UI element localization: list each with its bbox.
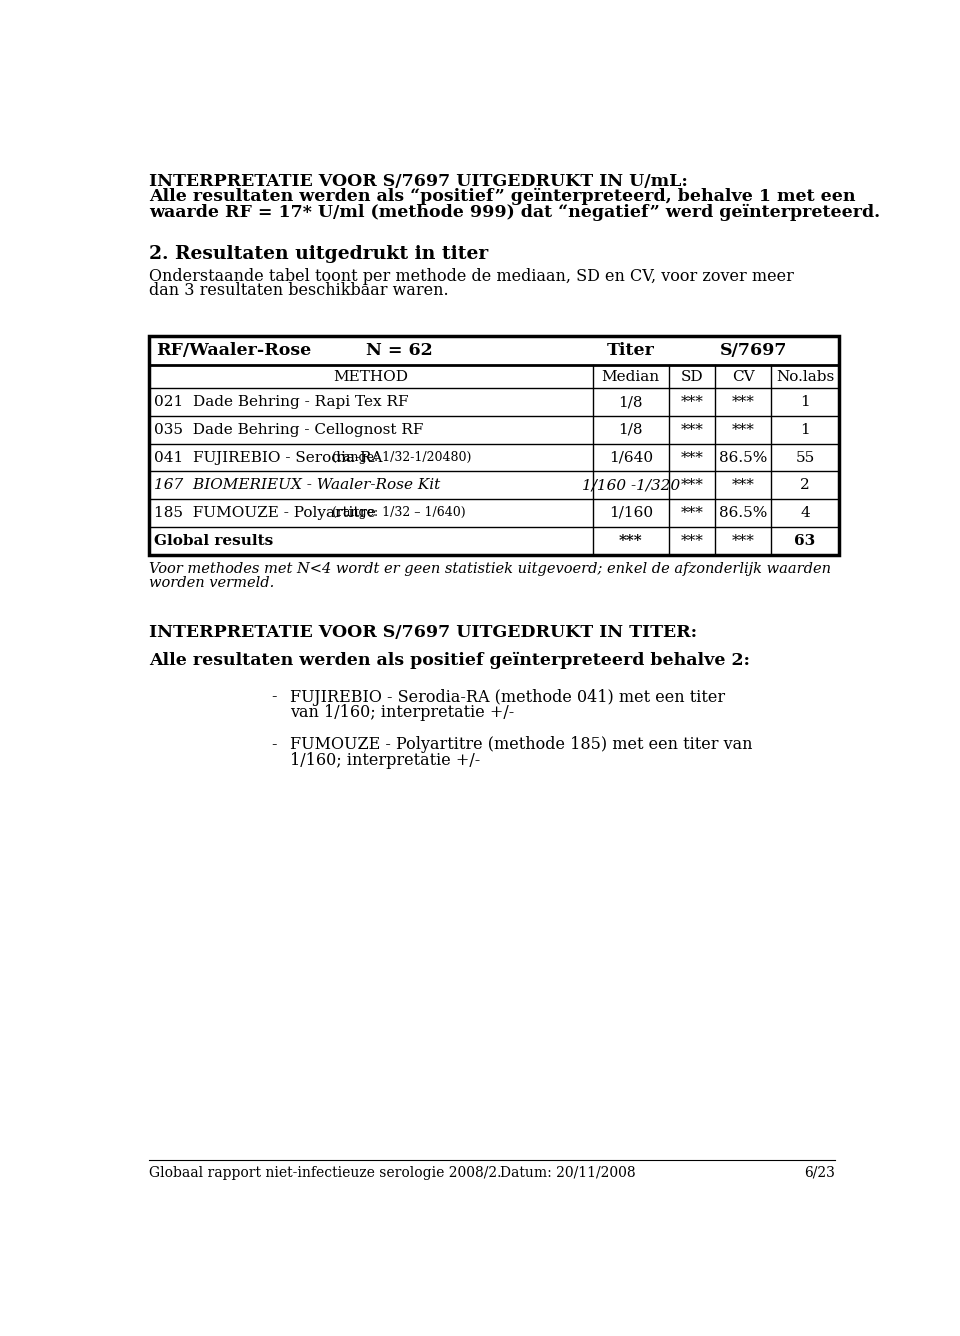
Text: (range: 1/32-1/20480): (range: 1/32-1/20480) [332, 452, 471, 464]
Text: van 1/160; interpretatie +/-: van 1/160; interpretatie +/- [291, 704, 515, 721]
Text: ***: *** [681, 422, 704, 437]
Text: 6/23: 6/23 [804, 1166, 834, 1180]
Text: 1/160 -1/320: 1/160 -1/320 [582, 478, 680, 492]
Text: No.labs: No.labs [776, 370, 834, 383]
Text: 021  Dade Behring - Rapi Tex RF: 021 Dade Behring - Rapi Tex RF [155, 395, 409, 409]
Text: 1/160: 1/160 [609, 506, 653, 520]
Text: 185  FUMOUZE - Polyartitre: 185 FUMOUZE - Polyartitre [155, 506, 376, 520]
Text: ***: *** [732, 422, 755, 437]
Text: Voor methodes met N<4 wordt er geen statistiek uitgevoerd; enkel de afzonderlijk: Voor methodes met N<4 wordt er geen stat… [150, 562, 831, 576]
Text: Global results: Global results [155, 533, 274, 548]
Text: ***: *** [732, 478, 755, 492]
Text: FUJIREBIO - Serodia-RA (methode 041) met een titer: FUJIREBIO - Serodia-RA (methode 041) met… [291, 688, 726, 705]
Text: Globaal rapport niet-infectieuze serologie 2008/2.: Globaal rapport niet-infectieuze serolog… [150, 1166, 502, 1180]
Text: FUMOUZE - Polyartitre (methode 185) met een titer van: FUMOUZE - Polyartitre (methode 185) met … [291, 736, 753, 754]
Text: 1: 1 [801, 395, 810, 409]
Text: 1/8: 1/8 [618, 395, 643, 409]
Text: Median: Median [602, 370, 660, 383]
Text: S/7697: S/7697 [720, 342, 788, 359]
Text: ***: *** [681, 506, 704, 520]
Text: 1: 1 [801, 422, 810, 437]
Text: SD: SD [681, 370, 704, 383]
Text: ***: *** [619, 533, 642, 548]
Text: (range: 1/32 – 1/640): (range: 1/32 – 1/640) [332, 506, 466, 520]
Text: INTERPRETATIE VOOR S/7697 UITGEDRUKT IN U/mL:: INTERPRETATIE VOOR S/7697 UITGEDRUKT IN … [150, 172, 688, 190]
Text: 86.5%: 86.5% [719, 506, 767, 520]
Text: ***: *** [681, 533, 704, 548]
Text: 2. Resultaten uitgedrukt in titer: 2. Resultaten uitgedrukt in titer [150, 244, 489, 263]
Text: 167  BIOMERIEUX - Waaler-Rose Kit: 167 BIOMERIEUX - Waaler-Rose Kit [155, 478, 441, 492]
Text: N = 62: N = 62 [366, 342, 432, 359]
Text: 1/640: 1/640 [609, 450, 653, 465]
Text: 2: 2 [801, 478, 810, 492]
Text: 1/8: 1/8 [618, 422, 643, 437]
Text: Titer: Titer [607, 342, 655, 359]
Bar [150, 335, 839, 554]
Text: ***: *** [681, 395, 704, 409]
Text: Alle resultaten werden als “positief” geïnterpreteerd, behalve 1 met een: Alle resultaten werden als “positief” ge… [150, 188, 856, 206]
Text: Alle resultaten werden als positief geïnterpreteerd behalve 2:: Alle resultaten werden als positief geïn… [150, 652, 751, 669]
Text: ***: *** [681, 478, 704, 492]
Text: 4: 4 [801, 506, 810, 520]
Text: ***: *** [732, 533, 755, 548]
Text: 1/160; interpretatie +/-: 1/160; interpretatie +/- [291, 752, 481, 768]
Text: METHOD: METHOD [334, 370, 409, 383]
Text: -: - [271, 688, 276, 705]
Text: RF/Waaler-Rose: RF/Waaler-Rose [156, 342, 311, 359]
Text: 63: 63 [795, 533, 816, 548]
Text: worden vermeld.: worden vermeld. [150, 576, 275, 591]
Text: ***: *** [681, 450, 704, 465]
Text: waarde RF = 17* U/ml (methode 999) dat “negatief” werd geïnterpreteerd.: waarde RF = 17* U/ml (methode 999) dat “… [150, 203, 880, 220]
Text: 041  FUJIREBIO - Serodia-RA: 041 FUJIREBIO - Serodia-RA [155, 450, 383, 465]
Text: dan 3 resultaten beschikbaar waren.: dan 3 resultaten beschikbaar waren. [150, 282, 449, 299]
Text: -: - [271, 736, 276, 754]
Text: Datum: 20/11/2008: Datum: 20/11/2008 [500, 1166, 636, 1180]
Text: 55: 55 [796, 450, 815, 465]
Text: 86.5%: 86.5% [719, 450, 767, 465]
Text: ***: *** [732, 395, 755, 409]
Text: INTERPRETATIE VOOR S/7697 UITGEDRUKT IN TITER:: INTERPRETATIE VOOR S/7697 UITGEDRUKT IN … [150, 624, 698, 641]
Text: Onderstaande tabel toont per methode de mediaan, SD en CV, voor zover meer: Onderstaande tabel toont per methode de … [150, 269, 794, 285]
Text: 035  Dade Behring - Cellognost RF: 035 Dade Behring - Cellognost RF [155, 422, 423, 437]
Text: CV: CV [732, 370, 755, 383]
